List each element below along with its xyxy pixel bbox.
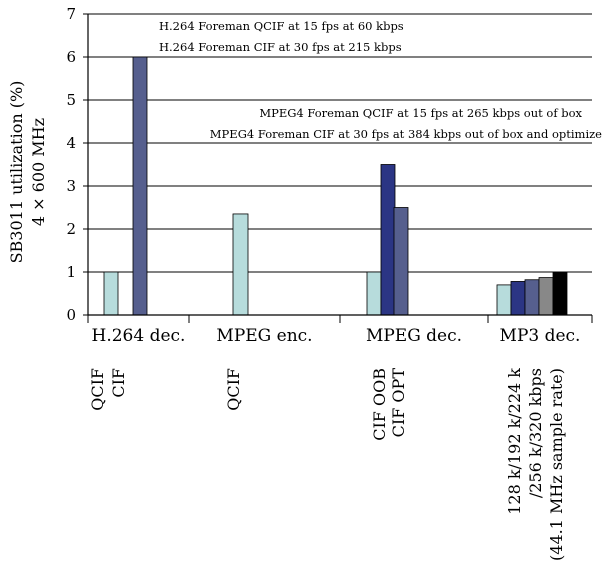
category-label: MPEG enc. — [216, 326, 312, 346]
annotation-mpeg4-qcif: MPEG4 Foreman QCIF at 15 fps at 265 kbps… — [259, 106, 582, 120]
category-label: MP3 dec. — [500, 326, 581, 346]
y-tick-label: 4 — [66, 134, 76, 152]
y-tick-label: 7 — [66, 5, 76, 23]
gridlines — [88, 13, 592, 273]
sub-label: 128 k/192 k/224 k — [505, 368, 524, 515]
bar-3-3 — [538, 277, 554, 316]
category-label: H.264 dec. — [92, 326, 186, 346]
bar-3-1 — [510, 281, 526, 316]
bar-2-1 — [380, 164, 396, 316]
axes: 0 1 2 3 4 5 6 7 — [66, 5, 593, 324]
bar-2-2 — [393, 207, 409, 316]
y-tick-label: 5 — [66, 91, 76, 109]
annotation-mpeg4-cif: MPEG4 Foreman CIF at 30 fps at 384 kbps … — [210, 127, 602, 141]
annotation-h264-qcif: H.264 Foreman QCIF at 15 fps at 60 kbps — [159, 19, 404, 33]
bar-1-0 — [232, 213, 249, 316]
y-axis-label-unit: 4 × 600 MHz — [29, 118, 48, 226]
sub-label: (44.1 MHz sample rate) — [547, 368, 566, 561]
sub-label: CIF OOB — [370, 368, 389, 441]
y-tick-label: 0 — [66, 306, 76, 324]
bar-0-0 — [103, 271, 119, 316]
bar-2-0 — [366, 271, 382, 316]
bar-3-0 — [496, 284, 512, 316]
sub-label: QCIF — [224, 368, 243, 411]
bar-0-1 — [132, 56, 148, 316]
sub-label: CIF — [109, 368, 128, 398]
annotation-h264-cif: H.264 Foreman CIF at 30 fps at 215 kbps — [159, 40, 402, 54]
sub-label: /256 k/320 kbps — [526, 368, 545, 498]
y-tick-label: 3 — [66, 177, 76, 195]
y-axis-label: SB3011 utilization (%) — [7, 81, 26, 264]
y-tick-label: 1 — [66, 263, 76, 281]
sub-label: QCIF — [88, 368, 107, 411]
bar-3-2 — [524, 279, 540, 316]
bars — [103, 56, 568, 316]
y-tick-label: 2 — [66, 220, 76, 238]
category-label: MPEG dec. — [366, 326, 462, 346]
sub-label: CIF OPT — [389, 368, 408, 438]
bar-3-4 — [552, 271, 568, 316]
y-tick-label: 6 — [66, 48, 76, 66]
